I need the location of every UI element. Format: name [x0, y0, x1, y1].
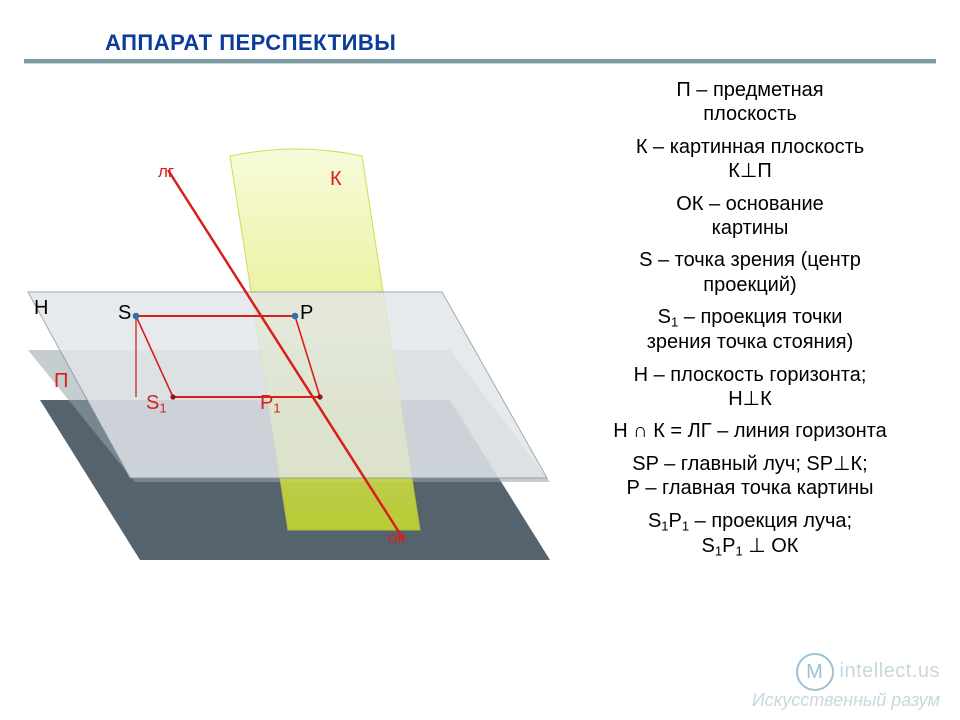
- definition-item: SP – главный луч; SP⊥К;Р – главная точка…: [550, 452, 950, 501]
- definition-item: Н – плоскость горизонта;Н⊥К: [550, 363, 950, 412]
- point-s: [133, 313, 140, 320]
- title-underline: [24, 59, 936, 63]
- definition-item: S – точка зрения (центрпроекций): [550, 248, 950, 297]
- label-h: Н: [34, 297, 48, 320]
- label-pi: П: [54, 370, 68, 393]
- watermark: Мintellect.us Искусственный разум: [752, 653, 940, 710]
- definition-item: S1 – проекция точкизрения точка стояния): [550, 305, 950, 355]
- definition-item: Н ∩ К = ЛГ – линия горизонта: [550, 419, 950, 443]
- definitions-column: П – предметнаяплоскость К – картинная пл…: [550, 78, 950, 567]
- label-p1: P1: [260, 392, 281, 415]
- definition-item: S1P1 – проекция луча;S1P1 ⊥ ОК: [550, 509, 950, 559]
- label-p: Р: [300, 302, 313, 325]
- label-s1: S1: [146, 392, 167, 415]
- point-p1: [317, 394, 322, 399]
- page-title: АППАРАТ ПЕРСПЕКТИВЫ: [105, 30, 396, 56]
- definition-item: К – картинная плоскостьК⊥П: [550, 135, 950, 184]
- label-k: К: [330, 168, 342, 191]
- label-s: S: [118, 302, 131, 325]
- watermark-icon: М: [796, 653, 834, 691]
- watermark-tagline: Искусственный разум: [752, 690, 940, 710]
- point-s1: [170, 394, 175, 399]
- definition-item: П – предметнаяплоскость: [550, 78, 950, 127]
- definition-item: ОК – основаниекартины: [550, 192, 950, 241]
- watermark-brand: intellect.us: [840, 660, 941, 682]
- point-p: [292, 313, 299, 320]
- label-ok: ок: [388, 528, 405, 548]
- label-lg: лг: [158, 162, 174, 182]
- perspective-diagram: [20, 70, 560, 600]
